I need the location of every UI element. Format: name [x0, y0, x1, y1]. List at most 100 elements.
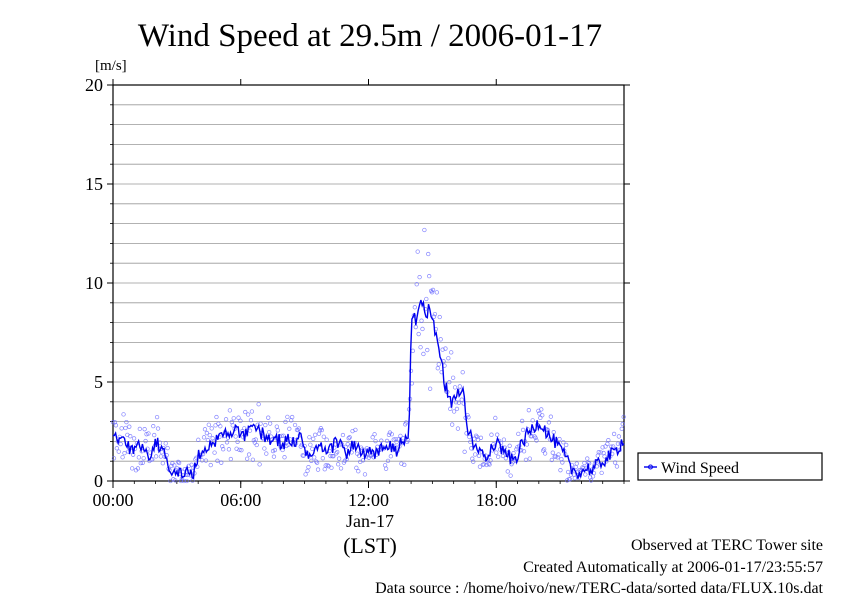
data-point: [274, 424, 279, 429]
data-point: [153, 454, 159, 459]
data-point: [585, 456, 590, 461]
data-point: [560, 460, 565, 465]
data-point: [386, 432, 392, 437]
data-point: [616, 434, 622, 439]
data-point: [292, 422, 298, 428]
data-point: [257, 462, 262, 467]
data-point: [315, 467, 321, 472]
data-point: [496, 454, 501, 459]
data-point: [356, 469, 361, 474]
data-point: [475, 437, 481, 442]
data-point: [450, 422, 455, 427]
data-point: [394, 439, 399, 445]
data-point: [481, 462, 486, 467]
data-point: [223, 417, 229, 422]
data-point: [237, 447, 242, 453]
data-point: [526, 408, 531, 413]
data-point: [319, 427, 325, 433]
y-tick-label: 15: [85, 174, 103, 194]
data-point: [287, 426, 292, 431]
data-point: [246, 452, 252, 457]
data-point: [619, 426, 624, 431]
y-tick-label: 20: [85, 75, 103, 95]
data-point: [362, 472, 368, 477]
data-point: [583, 472, 588, 477]
data-point: [305, 468, 310, 473]
data-point: [462, 449, 467, 454]
data-point: [556, 452, 561, 457]
data-point: [427, 274, 432, 279]
data-point: [120, 455, 125, 460]
data-point: [267, 421, 273, 426]
data-point: [312, 455, 317, 460]
data-point: [290, 414, 295, 420]
data-point: [436, 362, 441, 367]
data-point: [263, 422, 268, 428]
data-point: [165, 445, 170, 451]
data-point: [204, 430, 210, 436]
data-point: [249, 409, 255, 414]
data-point: [432, 311, 438, 317]
grid-lines: [113, 104, 624, 462]
data-point: [523, 457, 529, 463]
data-point: [412, 305, 417, 310]
data-point: [303, 472, 308, 477]
data-point: [253, 437, 258, 442]
data-point: [582, 460, 587, 466]
data-point: [244, 456, 250, 461]
data-point: [451, 409, 457, 414]
y-tick-label: 0: [94, 471, 103, 491]
data-point: [430, 287, 436, 293]
data-point: [226, 447, 232, 452]
data-point: [178, 478, 184, 484]
data-point: [159, 450, 165, 455]
data-point: [548, 414, 554, 419]
data-point: [275, 428, 280, 433]
data-point: [600, 445, 605, 450]
data-point: [256, 402, 261, 407]
data-point: [144, 432, 149, 437]
data-point: [508, 473, 513, 478]
data-point: [207, 432, 212, 438]
data-point: [521, 449, 527, 454]
data-point: [324, 437, 329, 442]
data-point: [116, 449, 121, 454]
data-point: [235, 439, 240, 444]
data-point: [328, 453, 333, 459]
data-point: [203, 458, 209, 463]
data-point: [184, 478, 189, 484]
data-point: [135, 466, 141, 471]
data-point: [267, 429, 272, 435]
data-point: [152, 432, 157, 438]
data-point: [557, 436, 562, 442]
data-point: [142, 427, 147, 432]
data-point: [391, 437, 396, 442]
data-point: [437, 314, 442, 320]
data-point: [567, 477, 573, 482]
data-point: [595, 453, 600, 458]
data-point: [322, 467, 327, 472]
data-point: [230, 423, 235, 428]
data-point: [542, 451, 548, 456]
data-point: [136, 455, 142, 460]
data-point: [511, 451, 516, 456]
legend-marker-icon: [648, 464, 653, 470]
data-point: [420, 326, 425, 332]
data-point: [323, 463, 328, 468]
x-tick-label: 06:00: [220, 490, 261, 510]
data-point: [283, 419, 288, 425]
y-axis-unit-label: [m/s]: [95, 58, 127, 74]
data-point: [346, 436, 351, 441]
data-point: [529, 434, 534, 439]
data-point: [474, 434, 480, 440]
data-point: [423, 307, 428, 312]
data-point: [414, 282, 419, 287]
data-point: [393, 436, 398, 442]
data-point: [612, 460, 618, 465]
data-point: [336, 462, 341, 467]
data-point: [143, 438, 148, 444]
data-point: [417, 275, 422, 280]
legend: Wind Speed: [637, 452, 823, 481]
data-point: [173, 478, 178, 483]
data-point: [471, 459, 476, 464]
